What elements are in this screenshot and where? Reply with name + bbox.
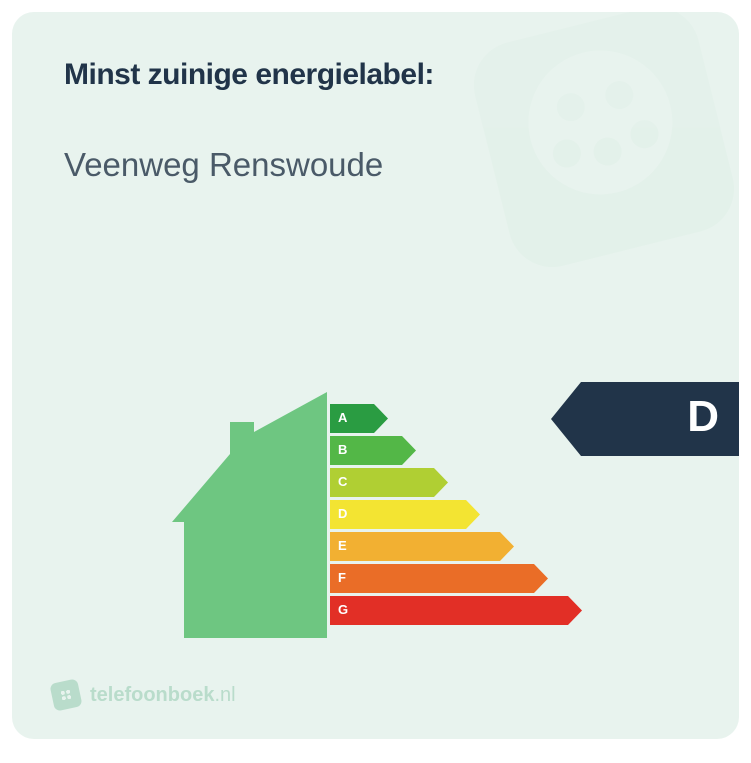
energy-bar-letter: A [338,410,347,425]
footer-brand: telefoonboek.nl [90,684,236,707]
energy-bar-letter: C [338,474,347,489]
card-subtitle: Veenweg Renswoude [64,146,687,184]
energy-bar-letter: F [338,570,346,585]
house-icon [172,392,327,638]
energy-bar-letter: D [338,506,347,521]
footer-brand-name: telefoonboek [90,684,214,706]
info-card: Minst zuinige energielabel: Veenweg Rens… [12,12,739,739]
energy-bar [330,532,514,561]
energy-bar [330,500,480,529]
card-content: Minst zuinige energielabel: Veenweg Rens… [12,12,739,739]
rating-badge: D [551,382,739,456]
energy-bar-letter: G [338,602,348,617]
energy-bar [330,564,548,593]
badge-letter: D [687,392,719,442]
footer-brand-tld: .nl [214,684,235,706]
footer: telefoonboek.nl [52,681,236,709]
energy-bar [330,596,582,625]
energy-bar [330,468,448,497]
energy-bar-letter: B [338,442,347,457]
energy-bar-letter: E [338,538,347,553]
footer-logo-icon [49,678,82,711]
card-title: Minst zuinige energielabel: [64,58,687,92]
